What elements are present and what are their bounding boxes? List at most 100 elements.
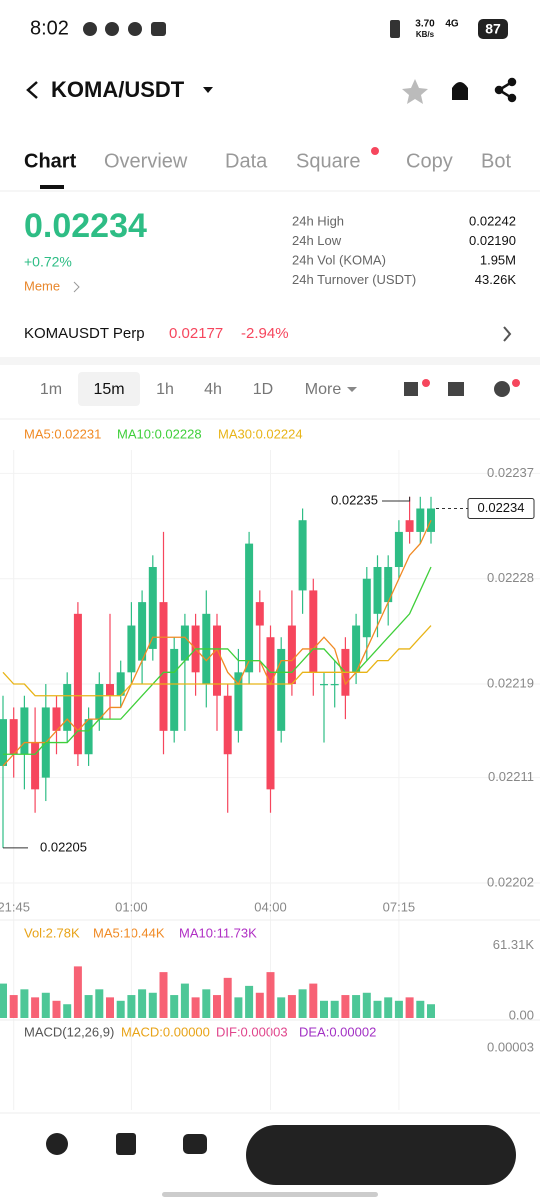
interval[interactable]: More <box>305 381 342 398</box>
volume-bar <box>116 1000 125 1018</box>
candle-body <box>373 567 382 614</box>
candle-body <box>106 684 114 696</box>
volume-bar <box>416 1000 425 1018</box>
candle-body <box>73 613 82 755</box>
volume-bar <box>148 992 157 1018</box>
net-type: 4G <box>445 19 459 30</box>
volume-bar <box>320 1000 328 1018</box>
x-tick-label: 07:15 <box>383 899 416 914</box>
volume-bar <box>298 989 307 1018</box>
battery-level: 87 <box>485 21 501 37</box>
volume-bar <box>341 995 350 1018</box>
stat-label: 24h Turnover (USDT) <box>292 272 416 287</box>
stat-value: 1.95M <box>480 252 516 267</box>
candle-body <box>95 684 104 720</box>
ma-line <box>2 625 432 697</box>
tab[interactable]: Bot <box>481 150 511 172</box>
volume-bar <box>180 983 189 1018</box>
candle-body <box>255 602 264 626</box>
legend: MA5:0.02231 <box>24 426 101 441</box>
pair[interactable]: KOMA/USDT <box>51 77 185 102</box>
candle-body <box>223 695 232 755</box>
trade-button[interactable] <box>246 1125 516 1185</box>
alert[interactable] <box>452 82 468 100</box>
volume-bar <box>287 995 296 1018</box>
tab[interactable]: Chart <box>24 150 77 172</box>
stat-label: 24h High <box>292 213 344 228</box>
interval[interactable]: 4h <box>204 381 222 398</box>
interval[interactable]: 1h <box>156 381 174 398</box>
tab[interactable]: Square <box>296 150 361 172</box>
volume-bar <box>20 989 29 1018</box>
candle-body <box>9 719 18 755</box>
high-label: 0.02235 <box>331 492 378 507</box>
more-caret <box>347 387 357 392</box>
favorite[interactable] <box>402 79 428 104</box>
y-tick-label: 0.02211 <box>488 769 534 784</box>
tab[interactable]: Data <box>225 150 268 172</box>
candle-body <box>309 590 318 673</box>
status-icons <box>83 20 400 38</box>
perp-arrow <box>503 326 512 342</box>
candle-body <box>213 625 221 696</box>
candle-body <box>159 602 168 731</box>
candle-body <box>384 567 393 603</box>
volume-bar <box>266 972 275 1018</box>
tab[interactable]: Overview <box>104 150 188 172</box>
price-change: +0.72% <box>24 254 72 270</box>
volume-bar <box>405 997 414 1018</box>
candle-body <box>31 742 40 790</box>
candle-body <box>170 648 179 731</box>
candle-body <box>245 543 254 673</box>
tag[interactable]: Meme <box>24 278 60 293</box>
pair-caret <box>203 87 213 93</box>
last-price: 0.02234 <box>24 207 147 245</box>
volume-bar <box>245 985 254 1018</box>
interval[interactable]: 15m <box>93 381 124 398</box>
interval[interactable]: 1m <box>40 381 62 398</box>
ma-line <box>3 566 432 755</box>
back[interactable] <box>26 81 38 99</box>
interval-active <box>78 372 140 406</box>
low-label: 0.02205 <box>40 839 87 854</box>
volume-bar <box>31 997 40 1018</box>
candle-body <box>362 578 371 638</box>
tag-arrow <box>73 281 80 293</box>
candle-body <box>266 637 275 790</box>
volume-bar <box>202 989 211 1018</box>
volume-bar <box>255 992 264 1018</box>
volume-bar <box>384 997 393 1018</box>
volume-bar <box>63 1004 72 1018</box>
y-tick-label: 0.02219 <box>487 675 534 690</box>
volume-bar <box>234 997 243 1018</box>
volume-bar <box>159 972 168 1018</box>
tool-icons[interactable] <box>404 381 510 397</box>
perp-price: 0.02177 <box>169 325 223 342</box>
tab[interactable]: Copy <box>406 150 453 172</box>
separator <box>0 357 540 365</box>
stat-value: 0.02190 <box>469 233 516 248</box>
y-tick-label: 0.02202 <box>487 874 534 889</box>
candle-body <box>405 520 414 532</box>
x-tick-label: 04:00 <box>254 899 287 914</box>
high-marker <box>382 496 411 502</box>
clock: 8:02 <box>30 17 69 39</box>
volume-bar <box>373 1000 382 1018</box>
legend: MACD(12,26,9) <box>24 1024 114 1039</box>
badge <box>512 379 520 387</box>
share[interactable] <box>494 77 517 103</box>
stat-label: 24h Vol (KOMA) <box>292 252 386 267</box>
volume-bar <box>106 997 114 1018</box>
candle-body <box>63 684 72 731</box>
candle-body <box>287 625 296 685</box>
vol-tick-label: 61.31K <box>493 937 535 952</box>
battery <box>478 19 508 39</box>
stat-value: 0.02242 <box>469 213 516 228</box>
interval[interactable]: 1D <box>253 381 273 398</box>
perp-name[interactable]: KOMAUSDT Perp <box>24 325 145 342</box>
volume-bar <box>9 995 18 1018</box>
volume-bar <box>170 995 179 1018</box>
volume-bar <box>223 977 232 1018</box>
candle-body <box>416 508 425 532</box>
